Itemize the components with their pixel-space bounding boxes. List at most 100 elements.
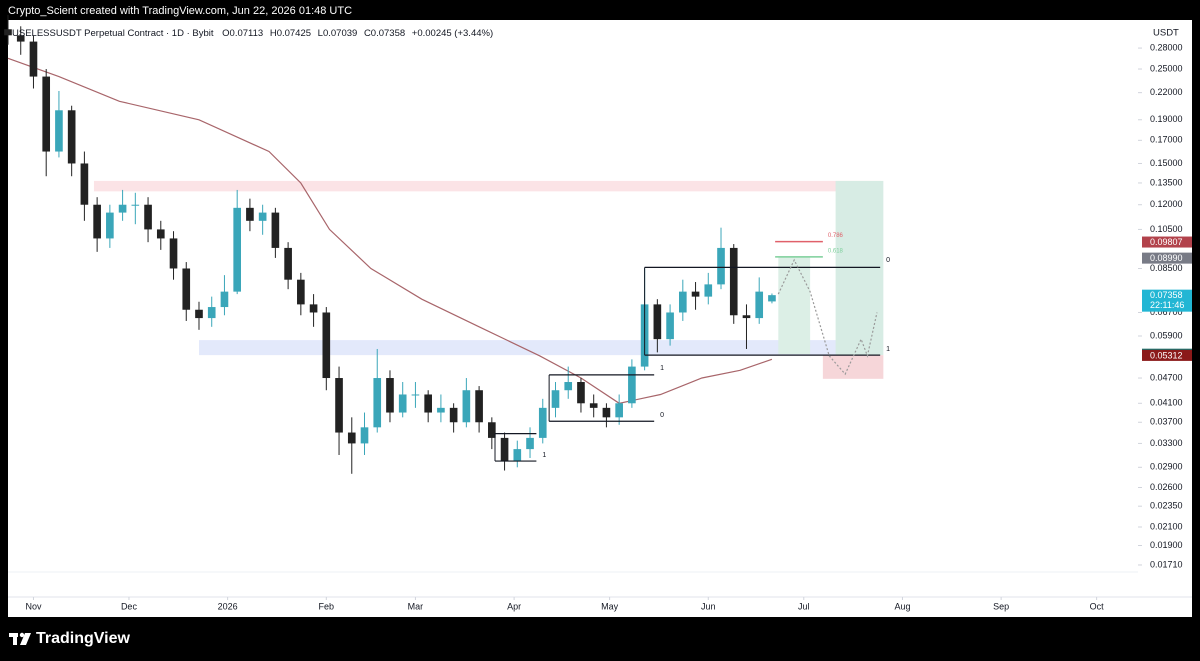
candle-body — [29, 41, 38, 77]
x-tick-label: Apr — [507, 601, 521, 611]
candle-body — [144, 204, 152, 230]
candle-body — [462, 390, 471, 423]
box-label: 1 — [886, 346, 890, 353]
candle-body — [424, 394, 432, 413]
y-tick-label: 0.12000 — [1150, 199, 1183, 209]
y-tick-label: 0.02350 — [1150, 501, 1183, 511]
y-tick-label: 0.03300 — [1150, 438, 1183, 448]
candle-body — [55, 110, 63, 152]
zone — [198, 340, 881, 356]
candle-body — [233, 207, 242, 292]
candle-body — [500, 437, 509, 462]
candle-body — [538, 407, 547, 438]
y-tick-label: 0.28000 — [1150, 42, 1183, 52]
candle-body — [373, 378, 382, 428]
logo-part — [20, 633, 31, 645]
candle-body — [653, 304, 662, 340]
x-tick-label: Mar — [408, 601, 424, 611]
candle-body — [589, 403, 598, 408]
footer-logo — [9, 632, 31, 645]
ohlc: H0.07425 — [270, 28, 311, 39]
y-tick-label: 0.03700 — [1150, 417, 1183, 427]
legend: USELESSUSDT Perpetual Contract · 1D · By… — [12, 28, 493, 39]
price-tag — [1142, 289, 1192, 312]
candle-body — [398, 394, 407, 413]
x-tick-label: May — [601, 601, 619, 611]
candle-body — [437, 407, 445, 413]
candle-body — [42, 76, 51, 152]
x-tick-label: Sep — [993, 601, 1009, 611]
candle-body — [704, 284, 713, 297]
price-tag — [1142, 236, 1192, 248]
candle-body — [220, 291, 229, 308]
candle-body — [678, 291, 687, 313]
candle-body — [271, 212, 280, 248]
candle-body — [691, 291, 700, 297]
y-tick-label: 0.02600 — [1150, 482, 1183, 492]
x-tick-label: Dec — [121, 601, 138, 611]
candle-body — [67, 110, 76, 164]
candle-body — [16, 35, 25, 42]
price-tag — [1142, 349, 1192, 361]
ohlc-change: +0.00245 (+3.44%) — [412, 28, 493, 39]
x-tick-label: Aug — [894, 601, 910, 611]
y-tick-label: 0.04700 — [1150, 372, 1183, 382]
y-tick-label: 0.25000 — [1150, 63, 1183, 73]
ohlc: C0.07358 — [364, 28, 405, 39]
candle-body — [284, 247, 292, 280]
symbol-title: USELESSUSDT Perpetual Contract · 1D · By… — [12, 28, 214, 39]
y-tick-label: 0.15000 — [1150, 158, 1183, 168]
candle-body — [182, 268, 191, 310]
price-tag-label: 0.09807 — [1150, 237, 1183, 247]
candle-body — [297, 279, 305, 305]
candle-body — [551, 390, 560, 408]
plot-layer: 0 1 1 0 1 0.786 0.618 — [4, 14, 890, 474]
x-tick-label: Oct — [1090, 601, 1105, 611]
x-tick-label: Jun — [701, 601, 716, 611]
logo-part — [19, 632, 25, 638]
countdown: 22:11:46 — [1150, 300, 1184, 310]
candle-body — [335, 378, 343, 433]
x-tick-label: Jul — [798, 601, 810, 611]
price-tag — [1142, 252, 1192, 264]
moving-average — [7, 57, 773, 404]
candle-body — [386, 378, 394, 413]
candle-body — [80, 163, 89, 205]
candle-body — [322, 312, 331, 379]
candle-body — [195, 309, 203, 319]
candle-body — [131, 204, 140, 206]
zone — [93, 180, 881, 192]
y-tick-label: 0.10500 — [1150, 224, 1183, 234]
candle-body — [577, 382, 585, 404]
candle-body — [475, 390, 483, 423]
candle-body — [615, 403, 623, 418]
ohlc: O0.07113 — [222, 28, 263, 39]
y-tick-label: 0.05900 — [1150, 330, 1183, 340]
y-tick-label: 0.02900 — [1150, 462, 1183, 472]
candle-body — [246, 207, 254, 221]
candle-body — [106, 212, 114, 239]
candle-body — [488, 422, 496, 438]
y-tick-label: 0.06700 — [1150, 307, 1183, 317]
y-tick-label: 0.08500 — [1150, 263, 1183, 273]
zone — [835, 180, 884, 356]
candle-body — [628, 366, 636, 404]
y-tick-label: 0.19000 — [1150, 114, 1183, 124]
candle-body — [564, 382, 573, 391]
candle-body — [258, 212, 267, 221]
candle-body — [411, 394, 420, 396]
price-tag-label: 0.07358 — [1150, 290, 1183, 300]
box-label: 0 — [660, 412, 664, 419]
candle-body — [526, 437, 534, 450]
candle-body — [449, 407, 458, 423]
candle-body — [118, 204, 127, 213]
candle-body — [666, 312, 674, 340]
candle-body — [309, 304, 318, 313]
candle-body — [602, 407, 611, 418]
projection-path — [777, 258, 878, 376]
price-tag-label: 0.08990 — [1150, 253, 1183, 263]
x-tick-label: Feb — [319, 601, 335, 611]
currency: USDT — [1153, 28, 1179, 39]
y-tick-label: 0.22000 — [1150, 87, 1183, 97]
